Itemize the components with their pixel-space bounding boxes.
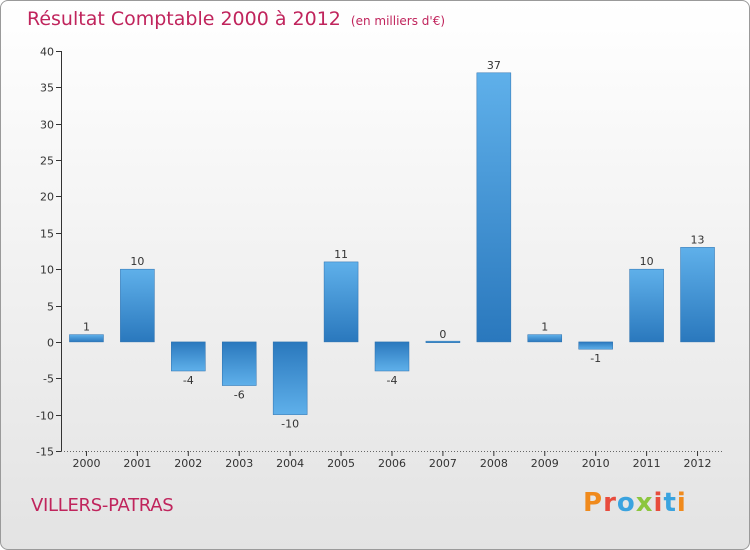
y-tick-label: -5 [43, 373, 54, 386]
x-tick-label: 2007 [429, 457, 457, 470]
x-tick-label: 2003 [225, 457, 253, 470]
bar-2003 [221, 341, 257, 386]
x-tick-label: 2001 [123, 457, 151, 470]
bars-group [69, 72, 715, 415]
x-tick-label: 2005 [327, 457, 355, 470]
bar-2009 [527, 334, 563, 343]
logo-letter: r [603, 488, 617, 518]
bar-2012 [680, 247, 715, 343]
y-tick-label: 0 [47, 337, 54, 350]
logo-letter: P [583, 488, 604, 518]
x-tick-label: 2012 [684, 457, 712, 470]
data-label-2006: -4 [387, 374, 398, 387]
chart-title: Résultat Comptable 2000 à 2012 (en millie… [27, 8, 445, 30]
bar-2008 [476, 72, 512, 343]
data-label-2009: 1 [541, 321, 548, 334]
logo-letter: i [653, 488, 664, 518]
bar-2006 [374, 341, 410, 372]
data-label-2000: 1 [83, 321, 90, 334]
data-label-2001: 10 [130, 255, 144, 268]
bar-2011 [629, 268, 664, 343]
bar-2010 [578, 341, 613, 350]
y-tick-label: 20 [40, 191, 54, 204]
data-label-2005: 11 [334, 248, 348, 261]
y-tick-label: 35 [40, 82, 54, 95]
x-tick-label: 2010 [582, 457, 610, 470]
data-label-2004: -10 [281, 418, 299, 431]
y-tick-label: 40 [40, 46, 54, 59]
logo-letter: i [676, 488, 687, 518]
bar-2004 [272, 341, 308, 415]
bar-2002 [171, 341, 206, 372]
city-name: VILLERS-PATRAS [31, 495, 174, 516]
x-tick-label: 2002 [174, 457, 202, 470]
x-tick-label: 2006 [378, 457, 406, 470]
data-label-2003: -6 [234, 389, 245, 402]
data-label-2007: 0 [439, 328, 446, 341]
bar-2000 [69, 334, 104, 343]
chart-title-text: Résultat Comptable 2000 à 2012 [27, 8, 341, 30]
data-labels-group: 1 10 -4 -6 -10 11 -4 0 37 1 -1 10 13 [83, 59, 705, 431]
x-tick-label: 2004 [276, 457, 304, 470]
x-tick-label: 2011 [633, 457, 661, 470]
y-tick-label: -10 [36, 410, 54, 423]
data-label-2012: 13 [691, 233, 705, 246]
logo-letter: x [635, 488, 654, 518]
y-tick-label: 10 [40, 264, 54, 277]
logo-letter: o [616, 488, 636, 518]
bar-2005 [323, 261, 359, 343]
x-tick-label: 2009 [531, 457, 559, 470]
bar-2007 [425, 340, 461, 343]
data-label-2010: -1 [590, 352, 601, 365]
data-label-2008: 37 [487, 59, 501, 72]
y-tick-label: 15 [40, 228, 54, 241]
y-tick-label: 25 [40, 155, 54, 168]
x-tick-label: 2000 [72, 457, 100, 470]
y-tick-label: -15 [36, 446, 54, 459]
bar-2001 [120, 268, 155, 343]
chart-subtitle: (en milliers d'€) [350, 14, 446, 28]
data-label-2011: 10 [640, 255, 654, 268]
proxiti-logo: Proxiti [583, 488, 687, 518]
y-tick-label: 30 [40, 119, 54, 132]
x-tick-label: 2008 [480, 457, 508, 470]
y-tick-label: 5 [47, 301, 54, 314]
data-label-2002: -4 [183, 374, 194, 387]
logo-letter: t [663, 488, 677, 518]
